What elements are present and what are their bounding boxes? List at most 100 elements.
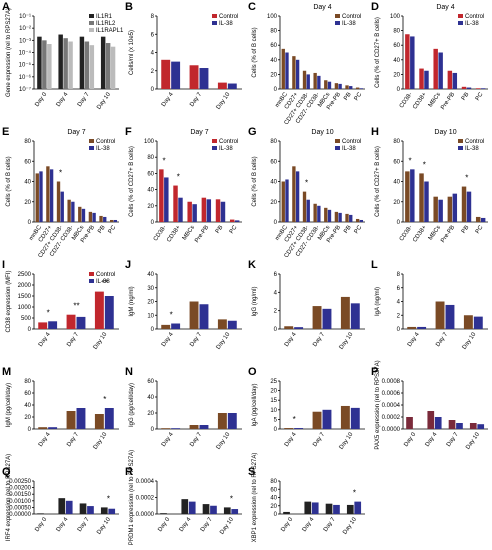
- panel-label: M: [2, 366, 11, 378]
- y-tick-label: 0: [397, 87, 401, 93]
- y-axis-label: IgG (pg/cell/day): [129, 383, 135, 427]
- legend-swatch: [458, 139, 463, 143]
- y-tick-label: 80: [24, 139, 31, 145]
- bar: [466, 87, 472, 89]
- legend-label: Control: [342, 139, 361, 145]
- y-tick-label: 20: [270, 72, 277, 78]
- bar: [427, 411, 435, 429]
- bar: [346, 504, 354, 514]
- panel-label: R: [125, 466, 133, 478]
- panel-label: O: [248, 366, 257, 378]
- y-tick-label: 80: [270, 479, 277, 485]
- x-tick-label: Day 7: [189, 91, 203, 108]
- x-tick-label: CD38+: [412, 91, 428, 110]
- bar: [334, 211, 339, 222]
- legend-label: IL1R1: [96, 14, 113, 20]
- y-tick-label: 80: [393, 139, 400, 145]
- y-axis-label: Cells (% of B cells): [252, 156, 258, 206]
- bar: [189, 65, 199, 89]
- legend-swatch: [335, 139, 340, 143]
- x-tick-label: CD38+: [166, 224, 182, 243]
- bar: [35, 173, 39, 222]
- bar: [217, 413, 227, 429]
- legend-swatch: [212, 139, 217, 143]
- x-tick-label: PC: [229, 224, 239, 235]
- y-tick-label: 0: [151, 427, 155, 433]
- x-tick-label: Day 4: [161, 431, 175, 448]
- x-tick-label: Day 4: [302, 516, 316, 533]
- bar: [220, 201, 226, 222]
- bar: [46, 166, 50, 222]
- significance: *: [177, 173, 180, 182]
- y-tick-label: 6: [151, 32, 155, 38]
- y-tick-label: 20: [24, 415, 31, 421]
- bar: [406, 417, 413, 429]
- bar: [324, 207, 328, 222]
- bar: [199, 425, 209, 429]
- bar: [60, 191, 64, 222]
- panel-title: Day 4: [313, 4, 331, 11]
- bar: [76, 408, 86, 429]
- bar: [94, 414, 104, 429]
- x-tick-label: Day 10: [219, 516, 235, 536]
- bar: [410, 169, 415, 222]
- y-tick-label: 1500: [18, 294, 32, 300]
- bar: [345, 85, 349, 89]
- x-tick-label: Day 10: [339, 431, 355, 451]
- bar: [480, 88, 486, 89]
- panel: O IgA (pg/cell/day) 0 5 10 15 20 25 Day 4 Day 7 Da…: [248, 366, 365, 451]
- y-tick-label: 0: [28, 220, 32, 226]
- significance: *: [465, 174, 468, 183]
- panel-title: Day 7: [67, 129, 85, 136]
- bar: [355, 87, 360, 89]
- legend-label: IL-38: [96, 146, 110, 152]
- x-tick-label: Day 0: [157, 516, 171, 533]
- bar: [48, 427, 58, 429]
- x-tick-label: Day 7: [77, 91, 91, 108]
- significance: *: [47, 308, 50, 317]
- x-tick-label: Day 4: [161, 91, 175, 108]
- y-axis-label: Cells (% of B cells): [6, 156, 12, 206]
- y-tick-label: 0.0004: [382, 403, 401, 409]
- y-tick-label: 40: [270, 496, 277, 502]
- legend-label: Control: [342, 14, 361, 20]
- bar: [461, 186, 467, 222]
- bar: [38, 427, 48, 429]
- y-tick-label: 0.0000: [382, 427, 401, 433]
- bar: [227, 320, 237, 329]
- bar: [161, 324, 171, 329]
- bar: [306, 199, 310, 222]
- y-tick-label: 60: [147, 379, 154, 385]
- bar: [42, 40, 47, 89]
- y-tick-label: 60: [270, 159, 277, 165]
- y-tick-label: 20: [24, 200, 31, 206]
- y-axis-label: Cells (% of CD27+ B cells): [129, 146, 135, 217]
- x-tick-label: MBCs: [428, 225, 442, 242]
- bar: [359, 219, 364, 222]
- y-tick-label: 0.00150: [9, 492, 31, 498]
- panel-title: Day 4: [436, 4, 454, 11]
- bar: [327, 209, 332, 222]
- bar: [88, 211, 93, 222]
- y-axis-label: IgG (ng/ml): [252, 286, 258, 316]
- bar: [295, 171, 300, 222]
- y-axis-label: Cells (% of CD27+ B cells): [375, 17, 381, 88]
- bar: [48, 321, 58, 329]
- x-tick-label: Day 7: [200, 516, 214, 533]
- bar: [65, 500, 73, 514]
- y-tick-label: 60: [393, 159, 400, 165]
- y-tick-label: 60: [393, 43, 400, 49]
- x-tick-label: PC: [354, 91, 364, 102]
- bar: [181, 499, 189, 514]
- x-tick-label: Pre-PB: [194, 225, 210, 244]
- y-tick-label: 20: [393, 72, 400, 78]
- x-tick-label: Pre-PB: [440, 92, 456, 111]
- x-tick-label: PB: [461, 92, 471, 102]
- y-tick-label: 40: [147, 395, 154, 401]
- bar: [466, 191, 472, 222]
- bar: [294, 428, 304, 429]
- bar: [37, 513, 44, 514]
